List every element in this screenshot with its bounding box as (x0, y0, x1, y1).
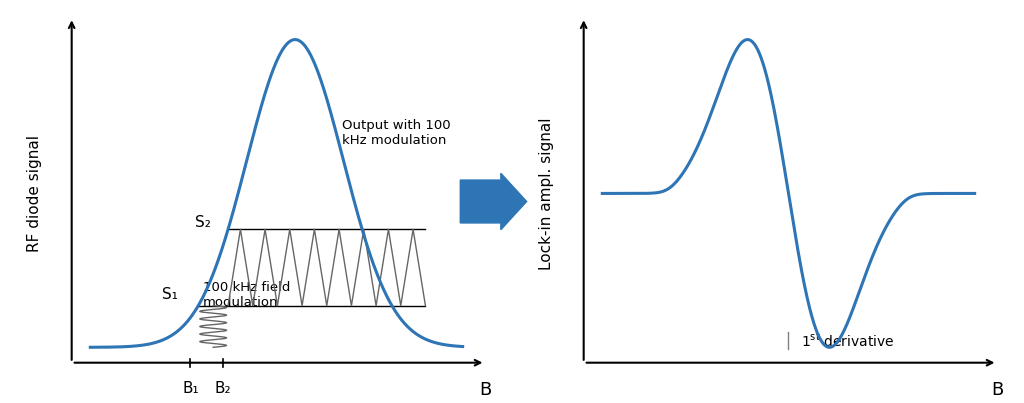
Text: B: B (479, 381, 492, 399)
Text: Lock-in ampl. signal: Lock-in ampl. signal (540, 117, 554, 270)
Text: B₂: B₂ (215, 381, 231, 396)
Text: 100 kHz field
modulation: 100 kHz field modulation (203, 281, 290, 309)
Text: B: B (991, 381, 1004, 399)
Text: S₁: S₁ (162, 287, 178, 302)
Text: S₂: S₂ (195, 215, 211, 231)
Text: 1$^{\rm st}$ derivative: 1$^{\rm st}$ derivative (801, 332, 894, 349)
FancyArrow shape (461, 173, 526, 230)
Text: RF diode signal: RF diode signal (28, 135, 42, 252)
Text: B₁: B₁ (182, 381, 199, 396)
Text: Output with 100
kHz modulation: Output with 100 kHz modulation (342, 118, 451, 147)
